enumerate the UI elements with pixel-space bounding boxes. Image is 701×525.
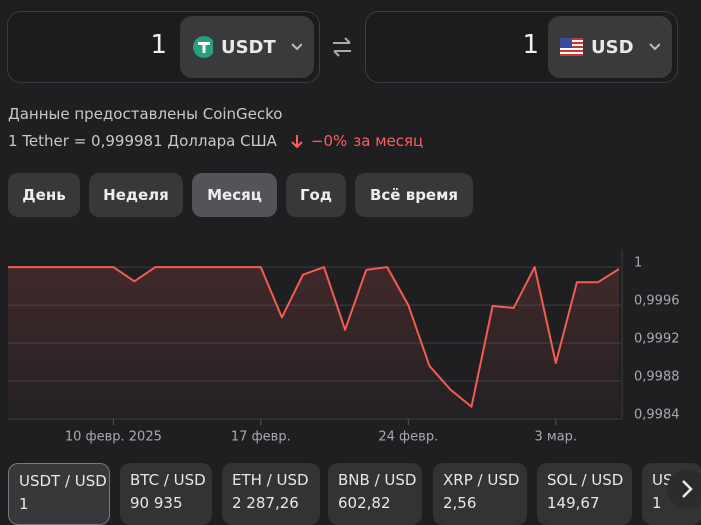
ticker-card[interactable]: ETH / USD 2 287,26	[222, 463, 320, 525]
ticker-price: 149,67	[547, 494, 600, 512]
chevron	[291, 43, 302, 51]
y-tick-label: 0,9984	[634, 408, 680, 423]
ticker-card[interactable]: BNB / USD 602,82	[328, 463, 422, 525]
period-button[interactable]: День	[8, 173, 80, 217]
from-amount[interactable]: 1	[150, 30, 167, 60]
ticker-card[interactable]: BTC / USD 90 935	[120, 463, 212, 525]
to-currency-code: USD	[591, 36, 634, 58]
rate-change: −0%	[310, 132, 348, 150]
ticker-price: 602,82	[338, 494, 391, 512]
x-tick-label: 17 февр.	[231, 430, 291, 445]
ticker-price: 1	[652, 494, 662, 512]
chevron	[648, 43, 660, 51]
ticker-price: 90 935	[130, 494, 183, 512]
y-tick-label: 0,9992	[634, 332, 680, 347]
source: Данные предоставлены CoinGecko	[8, 105, 283, 123]
ticker-price: 2,56	[443, 494, 477, 512]
period-button[interactable]: Неделя	[89, 173, 183, 217]
ticker-card[interactable]: SOL / USD 149,67	[537, 463, 632, 525]
line	[8, 266, 620, 408]
to-currency[interactable]: USD	[548, 16, 672, 78]
ticker-pair: USDT / USD	[19, 472, 107, 490]
rate-text: 1 Tether = 0,999981 Доллара США	[8, 132, 277, 150]
from-currency-code: USDT	[220, 36, 276, 58]
period-button[interactable]: Всё время	[355, 173, 473, 217]
x-tick-label: 10 февр. 2025	[65, 430, 162, 445]
to-box[interactable]: 1 USD	[365, 11, 678, 83]
x-tick-label: 3 мар.	[535, 430, 578, 445]
swap-icon[interactable]	[330, 36, 354, 58]
ticker-card[interactable]: USDT / USD 1	[8, 463, 110, 525]
ticker-price: 1	[19, 495, 29, 513]
y-tick-label: 0,9996	[634, 294, 680, 309]
down-arrow	[291, 135, 303, 149]
us-flag	[560, 38, 584, 56]
period-button[interactable]: Год	[286, 173, 346, 217]
ticker-pair: ETH / USD	[232, 471, 309, 489]
ticker-pair: BTC / USD	[130, 471, 206, 489]
next-button[interactable]	[666, 468, 701, 510]
ticker-pair: XRP / USD	[443, 471, 520, 489]
ticker-pair: BNB / USD	[338, 471, 417, 489]
ticker-pair: SOL / USD	[547, 471, 624, 489]
to-amount[interactable]: 1	[522, 30, 539, 60]
x-tick-label: 24 февр.	[378, 430, 438, 445]
area	[8, 267, 619, 419]
rate-period: за месяц	[353, 132, 424, 150]
rate-line: 1 Tether = 0,999981 Доллара США −0% за м…	[8, 132, 423, 150]
from-currency[interactable]: USDT	[180, 16, 314, 78]
usdt-icon	[193, 36, 213, 58]
ticker-card[interactable]: XRP / USD 2,56	[433, 463, 527, 525]
from-box[interactable]: 1 USDT	[7, 11, 320, 83]
y-tick-label: 0,9988	[634, 370, 680, 385]
y-tick-label: 1	[634, 256, 642, 271]
chart: 1 0,9996 0,9992 0,9988 0,9984 10 февр. 2025 17…	[8, 250, 680, 445]
period-button[interactable]: Месяц	[192, 173, 277, 217]
ticker-price: 2 287,26	[232, 494, 299, 512]
